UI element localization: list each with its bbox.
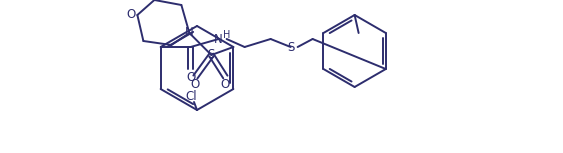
- Text: O: O: [191, 78, 200, 91]
- Text: O: O: [186, 71, 195, 84]
- Text: S: S: [287, 41, 294, 54]
- Text: N: N: [185, 26, 194, 39]
- Text: H: H: [223, 30, 230, 40]
- Text: S: S: [208, 49, 215, 62]
- Text: O: O: [221, 78, 230, 91]
- Text: O: O: [127, 9, 136, 22]
- Text: Cl: Cl: [185, 90, 197, 103]
- Text: N: N: [215, 32, 223, 45]
